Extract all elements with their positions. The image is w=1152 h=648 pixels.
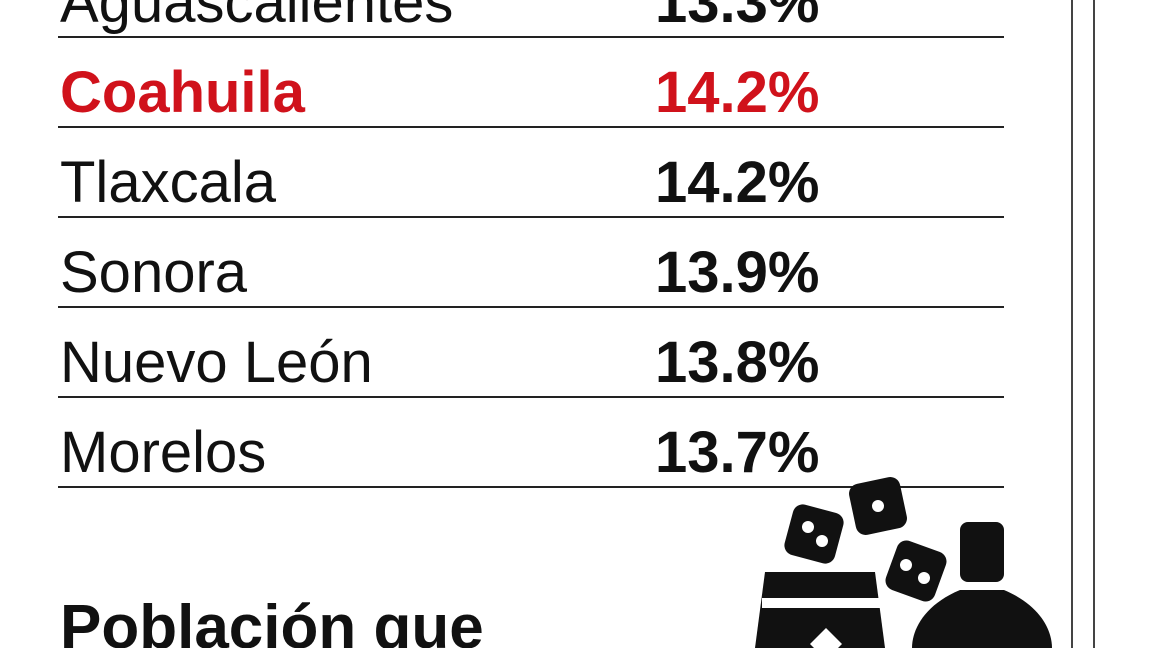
percentage: 13.8% bbox=[655, 330, 819, 395]
percentage: 13.3% bbox=[655, 0, 819, 35]
percentage: 14.2% bbox=[655, 150, 819, 215]
state-name: Aguascalientes bbox=[60, 0, 453, 35]
state-name: Nuevo León bbox=[60, 330, 373, 395]
section-heading: Población que bbox=[60, 593, 484, 648]
percentage: 14.2% bbox=[655, 60, 819, 125]
state-name: Morelos bbox=[60, 420, 266, 485]
state-name: Coahuila bbox=[60, 60, 306, 125]
state-name: Sonora bbox=[60, 240, 248, 305]
table: Aguascalientes 13.3% Coahuila 14.2% Tlaxcala… bbox=[58, 0, 1004, 488]
state-name: Tlaxcala bbox=[60, 150, 277, 215]
icon-dice-drinks bbox=[755, 477, 1052, 648]
percentage: 13.7% bbox=[655, 420, 819, 485]
percentage: 13.9% bbox=[655, 240, 819, 305]
